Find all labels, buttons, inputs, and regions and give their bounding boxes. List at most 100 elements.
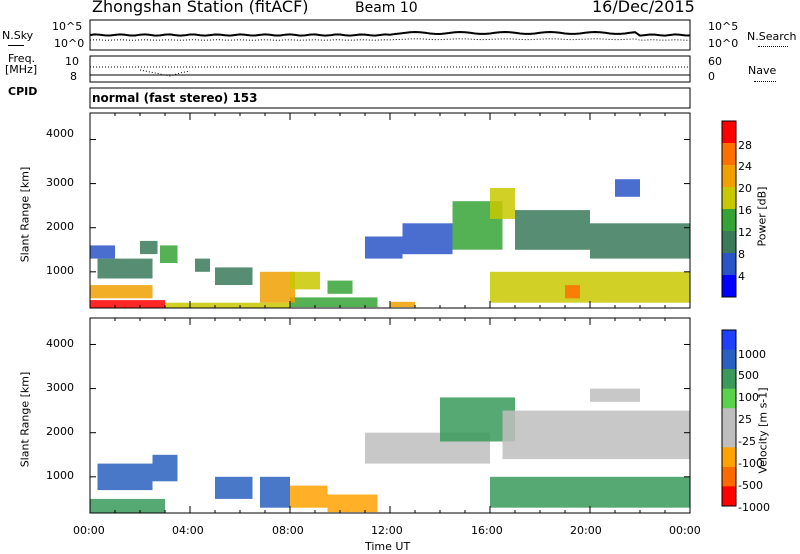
velocity-cbar-500: 500 [738, 369, 759, 382]
velocity-colorbar-frame [721, 329, 737, 507]
velocity-cbar-neg500: -500 [738, 479, 763, 492]
velocity-cbar-100: 100 [738, 391, 759, 404]
noise-search-line [89, 38, 690, 41]
xtick-20: 20:00 [570, 524, 602, 537]
power-colorbar-cell-1 [722, 143, 736, 166]
noise-sky-label: N.Sky [2, 29, 34, 42]
cpid-panel-frame [89, 87, 691, 109]
power-region-13 [327, 280, 353, 294]
cpid-label: CPID [8, 85, 38, 98]
velocity-colorbar-cell-2 [722, 369, 736, 390]
freq-left-tick-top: 10 [65, 55, 79, 68]
xtick-12: 12:00 [371, 524, 403, 537]
power-cbar-4: 4 [738, 270, 745, 283]
velocity-ytick-3000: 3000 [46, 381, 74, 394]
power-region-8 [160, 245, 178, 263]
velocity-colorbar-cell-6 [722, 447, 736, 468]
noise-search-label: N.Search [747, 30, 797, 43]
power-region-4 [90, 285, 153, 299]
velocity-colorbar-cell-4 [722, 408, 736, 429]
velocity-colorbar-cell-5 [722, 427, 736, 448]
velocity-region-9 [490, 476, 690, 508]
power-region-11 [260, 271, 295, 303]
power-colorbar-cell-7 [722, 275, 736, 298]
power-colorbar-cell-0 [722, 121, 736, 144]
velocity-region-10 [502, 410, 690, 460]
power-cbar-12: 12 [738, 226, 752, 239]
power-region-3 [390, 301, 415, 308]
xtick-00: 00:00 [73, 524, 105, 537]
beam-label: Beam 10 [355, 0, 418, 16]
freq-left-tick-bottom: 8 [70, 70, 77, 83]
velocity-colorbar-cell-3 [722, 388, 736, 409]
xaxis-label: Time UT [365, 540, 411, 553]
freq-panel-frame [89, 55, 691, 83]
power-colorbar-cell-4 [722, 209, 736, 232]
power-region-0 [90, 300, 165, 308]
velocity-region-2 [152, 454, 178, 482]
power-colorbar-cell-6 [722, 253, 736, 276]
power-region-20 [565, 285, 580, 299]
velocity-region-1 [97, 463, 153, 491]
nave-legend-line [754, 81, 776, 82]
freq-label-line1: Freq. [8, 52, 36, 65]
velocity-colorbar-cell-1 [722, 349, 736, 370]
noise-left-tick-bottom: 10^0 [54, 37, 85, 50]
power-region-2 [290, 297, 378, 308]
power-cbar-label: Power [dB] [755, 186, 769, 247]
velocity-cbar-1000: 1000 [738, 348, 766, 361]
power-region-1 [165, 302, 290, 308]
power-region-18 [490, 271, 690, 303]
noise-right-tick-top: 10^5 [708, 20, 739, 33]
power-region-10 [215, 267, 253, 285]
velocity-colorbar-cell-8 [722, 486, 736, 507]
cpid-text: normal (fast stereo) 153 [92, 91, 258, 105]
velocity-cbar-neg1000: -1000 [738, 501, 770, 514]
power-region-17 [490, 188, 515, 219]
power-region-7 [140, 240, 158, 255]
xtick-04: 04:00 [172, 524, 204, 537]
power-cbar-24: 24 [738, 160, 752, 173]
velocity-region-0 [90, 498, 165, 513]
power-colorbar-cell-2 [722, 165, 736, 188]
noise-search-legend-line [758, 46, 788, 47]
power-ytick-3000: 3000 [46, 176, 74, 189]
power-colorbar-frame [721, 120, 737, 298]
power-region-22 [615, 179, 640, 197]
velocity-region-4 [260, 476, 290, 508]
power-ytick-2000: 2000 [46, 220, 74, 233]
velocity-colorbar-cell-0 [722, 330, 736, 351]
freq-label-line2: [MHz] [5, 63, 38, 76]
power-colorbar-cell-5 [722, 231, 736, 254]
power-ytick-1000: 1000 [46, 264, 74, 277]
power-region-12 [290, 271, 320, 290]
velocity-cbar-25: 25 [738, 413, 752, 426]
power-ylabel: Slant Range [km] [18, 166, 32, 263]
velocity-cbar-neg25: -25 [738, 435, 756, 448]
power-cbar-16: 16 [738, 204, 752, 217]
velocity-ytick-2000: 2000 [46, 425, 74, 438]
xtick-08: 08:00 [272, 524, 304, 537]
power-region-15 [402, 223, 453, 255]
power-cbar-20: 20 [738, 182, 752, 195]
power-region-9 [195, 258, 210, 272]
date-label: 16/Dec/2015 [592, 0, 695, 16]
power-region-5 [97, 258, 153, 279]
velocity-region-11 [590, 388, 640, 402]
power-region-6 [90, 245, 115, 259]
velocity-cbar-label: Velocity [m s-1] [756, 387, 770, 474]
velocity-region-6 [327, 494, 378, 513]
noise-sky-line [89, 30, 691, 37]
power-region-21 [590, 223, 690, 259]
velocity-ytick-1000: 1000 [46, 469, 74, 482]
noise-right-tick-bottom: 10^0 [708, 37, 739, 50]
power-region-14 [365, 236, 403, 259]
power-colorbar-cell-3 [722, 187, 736, 210]
power-ytick-4000: 4000 [46, 127, 74, 140]
xtick-24: 00:00 [669, 524, 701, 537]
velocity-region-3 [215, 476, 253, 499]
velocity-colorbar-cell-7 [722, 466, 736, 487]
velocity-ytick-4000: 4000 [46, 337, 74, 350]
freq-right-tick-top: 60 [708, 55, 722, 68]
